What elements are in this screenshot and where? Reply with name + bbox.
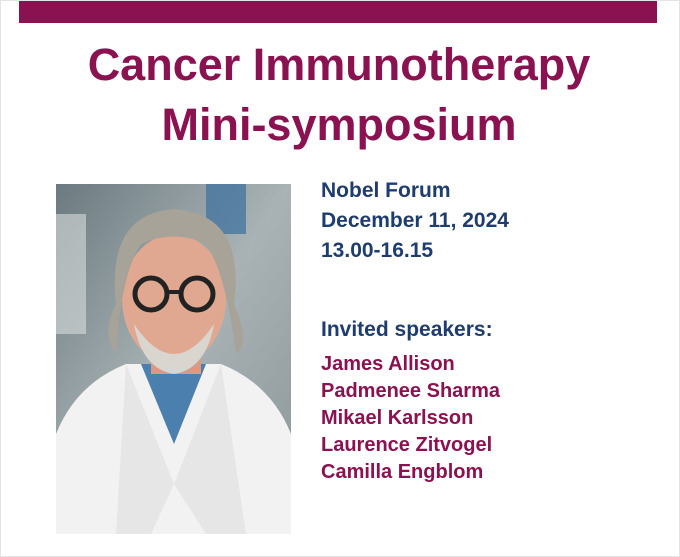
- title-line: Cancer Immunotherapy: [87, 39, 591, 90]
- speakers-heading: Invited speakers:: [321, 318, 493, 341]
- speaker-list: James Allison Padmenee Sharma Mikael Karls…: [321, 351, 500, 486]
- venue: Nobel Forum: [321, 179, 451, 202]
- speaker-name: Padmenee Sharma: [321, 380, 500, 402]
- speaker-name: James Allison: [321, 353, 455, 375]
- speaker-photo: [56, 184, 291, 534]
- title-line: Mini-symposium: [161, 99, 517, 150]
- speaker-name: Mikael Karlsson: [321, 407, 474, 429]
- date: December 11, 2024: [321, 209, 509, 232]
- top-bar: [19, 1, 657, 23]
- speaker-name: Camilla Engblom: [321, 461, 484, 483]
- time: 13.00-16.15: [321, 239, 434, 262]
- speaker-name: Laurence Zitvogel: [321, 434, 493, 456]
